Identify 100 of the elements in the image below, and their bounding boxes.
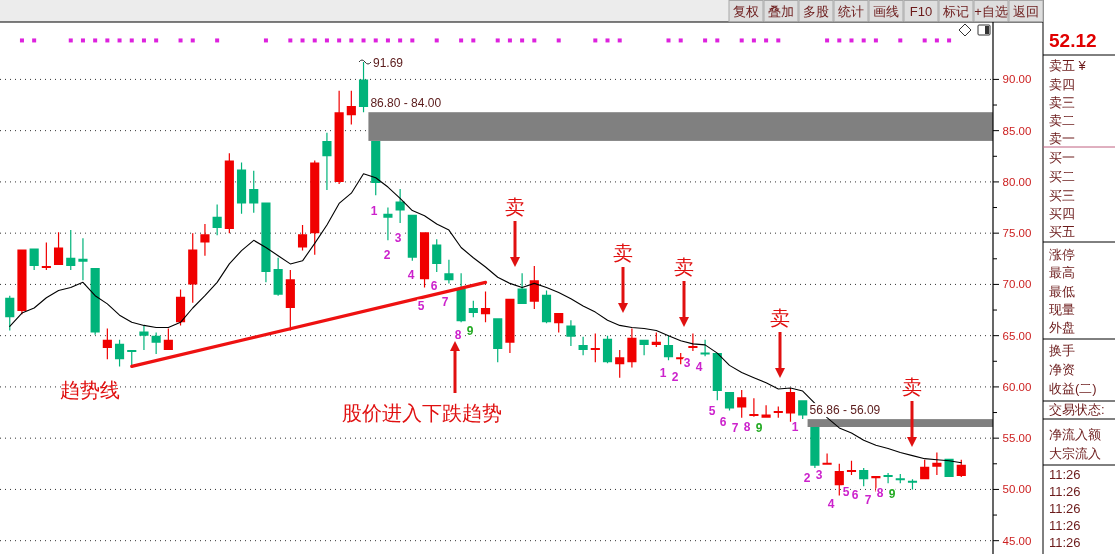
candlestick <box>297 224 308 251</box>
text: 卖二 <box>1049 112 1075 128</box>
annotation: 5 <box>708 404 716 418</box>
text: 11:26 <box>1049 483 1081 499</box>
annotation: 8 <box>454 328 462 342</box>
annotation: 8 <box>743 420 751 434</box>
candlestick <box>444 259 454 284</box>
candlestick <box>712 353 722 401</box>
annotation: 股价进入下跌趋势 <box>342 402 502 424</box>
candlestick <box>29 248 39 271</box>
annotation: 4 <box>827 497 835 511</box>
candlestick <box>53 232 64 265</box>
candlestick <box>920 459 930 480</box>
candlestick <box>578 336 588 356</box>
text: 多股 <box>803 3 829 19</box>
annotation: 2 <box>671 370 679 384</box>
candlestick <box>163 328 173 351</box>
text: 现量 <box>1049 301 1075 317</box>
annotation: 1 <box>370 204 378 218</box>
candlestick <box>639 339 649 356</box>
candlestick <box>688 333 698 352</box>
candlestick <box>505 298 515 354</box>
candlestick <box>737 389 747 418</box>
candlestick <box>615 350 625 378</box>
annotation: 卖 <box>613 242 633 264</box>
candlestick <box>188 233 198 303</box>
candlestick <box>761 405 771 418</box>
annotation: 5 <box>417 299 425 313</box>
candlestick <box>358 62 369 113</box>
text: 买一 <box>1049 149 1075 165</box>
annotation: 趋势线 <box>60 379 120 401</box>
text: 买四 <box>1049 205 1075 221</box>
text: 叠加 <box>768 3 794 19</box>
text: 11:26 <box>1049 534 1081 550</box>
candlestick <box>285 270 295 331</box>
candlestick <box>249 170 259 213</box>
candlestick <box>834 463 844 496</box>
text: 画线 <box>873 3 899 19</box>
text: 大宗流入 <box>1049 445 1101 461</box>
candlestick <box>395 189 405 223</box>
candlestick <box>346 90 356 125</box>
candlestick <box>419 232 430 288</box>
text: F10 <box>909 3 933 19</box>
candlestick <box>724 392 735 411</box>
annotation: 3 <box>815 468 823 482</box>
candlestick <box>493 318 503 363</box>
candlestick <box>907 479 918 490</box>
candlestick <box>224 153 234 234</box>
text: 涨停 <box>1049 246 1075 262</box>
annotation: 1 <box>659 366 667 380</box>
annotation: 6 <box>430 279 438 293</box>
candlestick <box>90 268 100 335</box>
candlestick <box>5 295 15 331</box>
candlestick <box>236 162 247 214</box>
candlestick <box>102 328 112 360</box>
y-tick-label: 55.00 <box>1002 432 1032 445</box>
candlestick <box>480 291 491 323</box>
candlestick <box>151 332 161 355</box>
text: 11:26 <box>1049 466 1081 482</box>
annotation: 8 <box>876 486 884 500</box>
text: 买二 <box>1049 168 1075 184</box>
annotation: 91.69 <box>373 56 404 70</box>
text: 返回 <box>1013 3 1039 19</box>
annotation: 9 <box>888 487 896 501</box>
annotation: 3 <box>683 356 691 370</box>
candlestick <box>627 328 637 368</box>
annotation: 7 <box>731 421 739 435</box>
candlestick <box>554 313 564 333</box>
candlestick <box>261 202 271 283</box>
y-tick-label: 45.00 <box>1002 534 1032 547</box>
y-tick-label: 75.00 <box>1002 227 1032 240</box>
text: 复权 <box>733 3 759 19</box>
text: 净流入额 <box>1049 426 1101 442</box>
annotation: 卖 <box>770 307 790 329</box>
candlestick <box>383 207 393 241</box>
text: 最低 <box>1049 283 1075 299</box>
candlestick <box>602 335 613 364</box>
annotation: 5 <box>842 485 850 499</box>
candlestick <box>273 257 283 296</box>
annotation: 6 <box>719 415 727 429</box>
candlestick <box>200 223 210 256</box>
text: 11:26 <box>1049 500 1081 516</box>
text: 买五 <box>1049 223 1075 239</box>
candlestick <box>322 132 332 191</box>
band-label: 86.80 - 84.00 <box>370 96 442 111</box>
annotation: 卖 <box>674 256 694 278</box>
y-tick-label: 65.00 <box>1002 329 1032 342</box>
annotation: 1 <box>791 420 799 434</box>
annotation: 4 <box>695 360 703 374</box>
candlestick <box>859 467 869 487</box>
candlestick <box>432 239 442 273</box>
annotation: 2 <box>803 471 811 485</box>
y-tick-label: 85.00 <box>1002 124 1032 137</box>
text: 净资 <box>1049 361 1075 377</box>
candlestick <box>651 332 661 347</box>
text: 52.12 <box>1049 29 1097 51</box>
annotation: 卖 <box>902 376 922 398</box>
y-tick-label: 60.00 <box>1002 380 1032 393</box>
band-label: 56.86 - 56.09 <box>809 403 881 418</box>
candlestick <box>749 398 759 417</box>
